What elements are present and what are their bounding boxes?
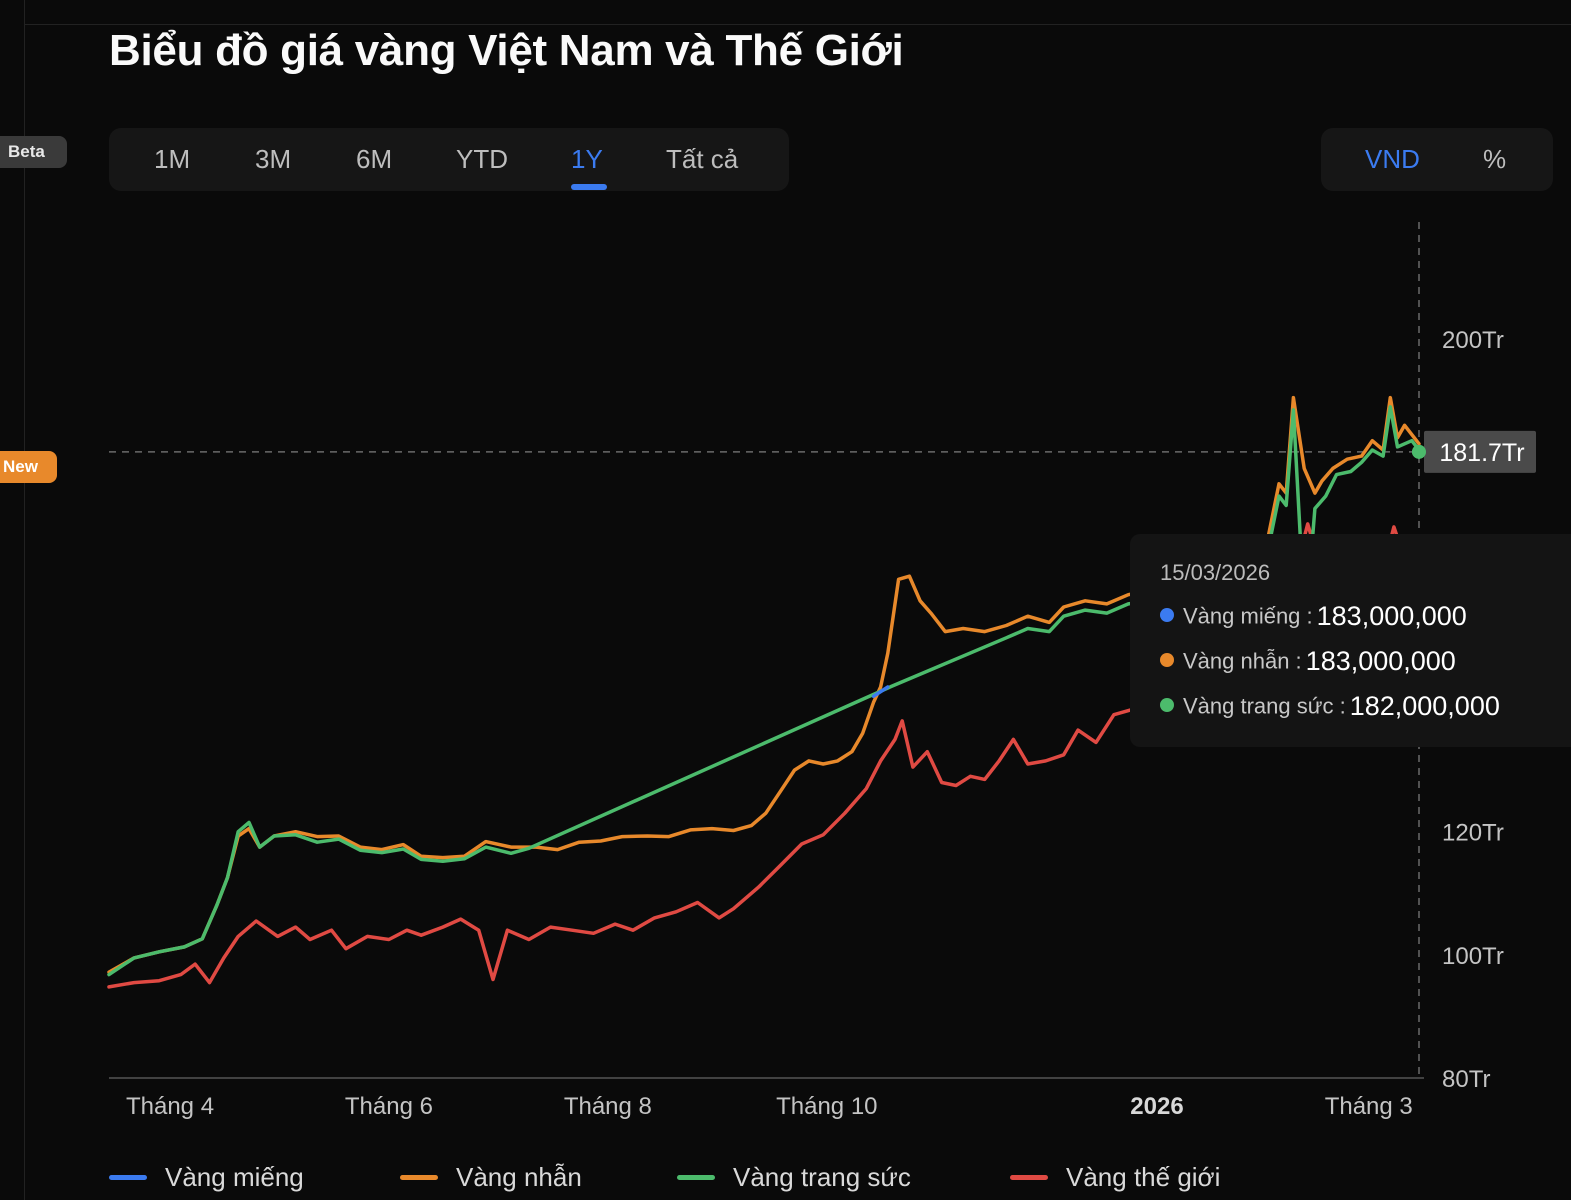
- y-tick-label: 120Tr: [1442, 820, 1504, 847]
- x-tick-label: Tháng 6: [345, 1093, 433, 1120]
- crosshair-price-box: [1424, 430, 1536, 473]
- series-line-vang-mieng: [871, 685, 890, 699]
- series-line-vang-nhan: [107, 574, 1166, 974]
- tooltip-value: 183,000,000: [1305, 646, 1456, 676]
- tooltip-value: 183,000,000: [1316, 601, 1467, 631]
- tooltip-row-vang-nhan: Vàng nhẫn :183,000,000: [1160, 646, 1456, 678]
- tab-6m[interactable]: 6M: [356, 144, 393, 174]
- legend-item-vang-the-gioi[interactable]: Vàng thế giới: [1010, 1162, 1220, 1200]
- left-rail-divider: [24, 0, 25, 1200]
- legend-label: Vàng trang sức: [733, 1162, 911, 1192]
- new-badge[interactable]: New: [0, 451, 57, 483]
- tooltip-dot-green: [1160, 697, 1174, 712]
- tooltip-date: 15/03/2026: [1160, 560, 1271, 585]
- legend-swatch-red: [1010, 1175, 1048, 1180]
- legend-swatch-green: [677, 1175, 715, 1180]
- unit-toggle: VND %: [1321, 128, 1553, 191]
- series-line-vang-the-gioi: [107, 676, 1163, 989]
- series-line-vang-trang-suc: [107, 599, 1166, 977]
- legend-swatch-orange: [400, 1175, 438, 1180]
- tooltip-label: Vàng miếng :: [1183, 603, 1313, 629]
- page-title: Biểu đồ giá vàng Việt Nam và Thế Giới: [109, 26, 904, 75]
- legend-label: Vàng nhẫn: [456, 1162, 582, 1192]
- legend-item-vang-mieng[interactable]: Vàng miếng: [109, 1162, 304, 1200]
- legend-label: Vàng miếng: [165, 1162, 304, 1192]
- legend-item-vang-trang-suc[interactable]: Vàng trang sức: [677, 1162, 911, 1200]
- top-divider: [25, 24, 1571, 25]
- y-tick-label: 80Tr: [1442, 1066, 1490, 1093]
- unit-percent-option[interactable]: %: [1483, 144, 1507, 174]
- series-line-vang-nhan-recent: [1259, 395, 1421, 578]
- tab-ytd[interactable]: YTD: [456, 144, 508, 174]
- legend-label: Vàng thế giới: [1066, 1162, 1221, 1192]
- x-tick-label: Tháng 3: [1325, 1093, 1413, 1120]
- tooltip-dot-blue: [1160, 607, 1174, 622]
- tooltip-label: Vàng trang sức :: [1183, 693, 1346, 719]
- legend-item-vang-nhan[interactable]: Vàng nhẫn: [400, 1162, 582, 1200]
- active-tab-indicator: [571, 184, 607, 190]
- tooltip-dot-orange: [1160, 652, 1174, 667]
- chart-tooltip: 15/03/2026 Vàng miếng :183,000,000 Vàng …: [1130, 534, 1571, 747]
- crosshair-price-label: 181.7Tr: [1439, 439, 1524, 467]
- price-chart[interactable]: 80Tr 100Tr 120Tr 200Tr Tháng 4 Tháng 6 Tháng 8…: [0, 0, 1571, 1160]
- x-tick-label: Tháng 4: [126, 1093, 214, 1120]
- tab-3m[interactable]: 3M: [255, 144, 292, 174]
- time-range-tabs: 1M 3M 6M YTD 1Y Tất cả: [109, 128, 789, 191]
- tooltip-row-vang-trang-suc: Vàng trang sức :182,000,000: [1160, 691, 1500, 723]
- tooltip-row-vang-mieng: Vàng miếng :183,000,000: [1160, 601, 1467, 633]
- tab-1m[interactable]: 1M: [154, 144, 191, 174]
- tooltip-label: Vàng nhẫn :: [1183, 648, 1302, 674]
- beta-badge[interactable]: Beta: [0, 136, 67, 168]
- crosshair-point-marker: [1412, 444, 1426, 459]
- x-tick-label: Tháng 8: [564, 1093, 652, 1120]
- tooltip-value: 182,000,000: [1349, 691, 1500, 721]
- x-tick-label: 2026: [1130, 1093, 1183, 1120]
- unit-vnd-option[interactable]: VND: [1365, 144, 1420, 174]
- y-tick-label: 100Tr: [1442, 943, 1504, 970]
- y-tick-label: 200Tr: [1442, 327, 1504, 354]
- x-tick-label: Tháng 10: [776, 1093, 877, 1120]
- tab-all[interactable]: Tất cả: [666, 144, 739, 174]
- legend-swatch-blue: [109, 1175, 147, 1180]
- tab-1y[interactable]: 1Y: [571, 144, 603, 174]
- series-line-vang-trang-suc-recent: [1259, 405, 1421, 600]
- chart-legend: Vàng miếng Vàng nhẫn Vàng trang sức Vàng…: [109, 1162, 1549, 1200]
